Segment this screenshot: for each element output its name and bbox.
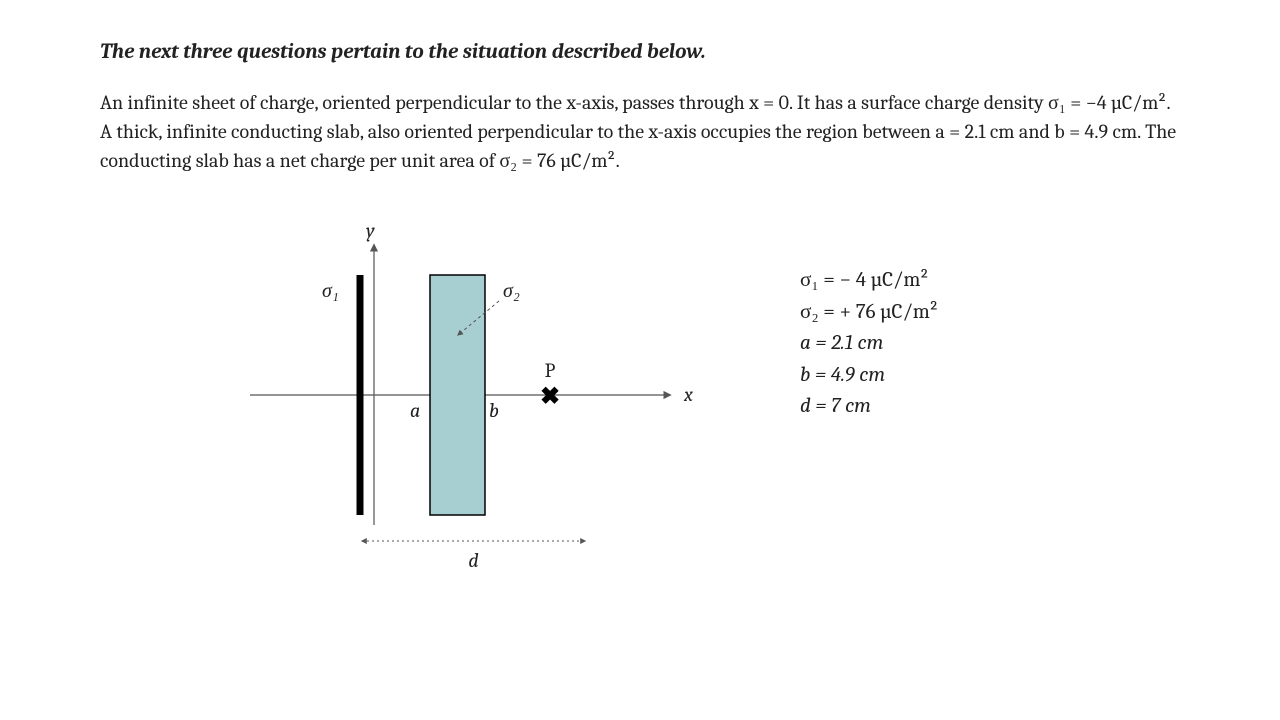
svg-text:P: P xyxy=(545,359,556,382)
svg-text:b: b xyxy=(489,399,499,422)
svg-text:σ₁: σ₁ xyxy=(322,279,339,302)
svg-text:d: d xyxy=(468,549,478,572)
value-a: a = 2.1 cm xyxy=(800,328,938,360)
problem-paragraph: An infinite sheet of charge, oriented pe… xyxy=(100,88,1180,175)
diagram: x y σ₁ σ₂ a b P✖ d xyxy=(240,205,720,589)
value-d: d = 7 cm xyxy=(800,391,938,423)
svg-text:σ₂: σ₂ xyxy=(503,279,520,302)
values-panel: σ₁ = − 4 µC/m² σ₂ = + 76 µC/m² a = 2.1 c… xyxy=(800,205,938,423)
value-sigma2: σ₂ = + 76 µC/m² xyxy=(800,297,938,329)
svg-text:y: y xyxy=(366,219,375,242)
heading: The next three questions pertain to the … xyxy=(100,40,1180,64)
value-sigma1: σ₁ = − 4 µC/m² xyxy=(800,265,938,297)
svg-text:✖: ✖ xyxy=(540,382,560,410)
svg-text:x: x xyxy=(683,383,693,406)
svg-text:a: a xyxy=(410,399,420,422)
value-b: b = 4.9 cm xyxy=(800,360,938,392)
